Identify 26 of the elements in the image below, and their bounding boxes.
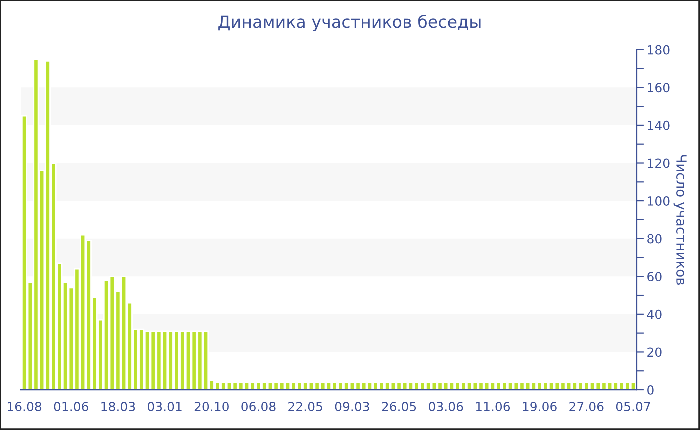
x-tick-label: 01.06	[54, 402, 88, 412]
x-tick-label: 16.08	[8, 402, 42, 412]
y-tick-label: 40	[647, 310, 662, 320]
y-tick-label: 180	[648, 45, 670, 55]
x-tick-label: 05.07	[616, 402, 650, 412]
x-tick-label: 06.08	[242, 402, 276, 412]
x-tick-label: 22.05	[288, 402, 322, 412]
x-tick-label: 03.06	[429, 402, 464, 412]
y-tick-label: 100	[648, 196, 670, 206]
x-tick-label: 09.03	[335, 402, 370, 412]
y-axis-title: Число участников	[674, 155, 687, 286]
y-tick-label: 140	[648, 120, 670, 130]
y-tick-label: 60	[648, 272, 662, 282]
x-tick-label: 27.06	[570, 402, 604, 412]
y-tick-label: 80	[648, 234, 662, 244]
y-tick-label: 160	[648, 83, 670, 93]
x-tick-label: 03.01	[148, 402, 182, 412]
y-tick-label: 120	[648, 158, 670, 168]
x-tick-label: 26.05	[382, 402, 416, 412]
x-tick-label: 18.03	[102, 402, 136, 412]
y-tick-label: 20	[648, 348, 662, 358]
x-tick-label: 11.06	[476, 402, 510, 412]
x-tick-label: 20.10	[194, 402, 229, 412]
chart-title: Динамика участников беседы	[218, 15, 481, 32]
y-tick-label: 0	[648, 385, 654, 395]
x-tick-label: 19.06	[523, 402, 557, 412]
